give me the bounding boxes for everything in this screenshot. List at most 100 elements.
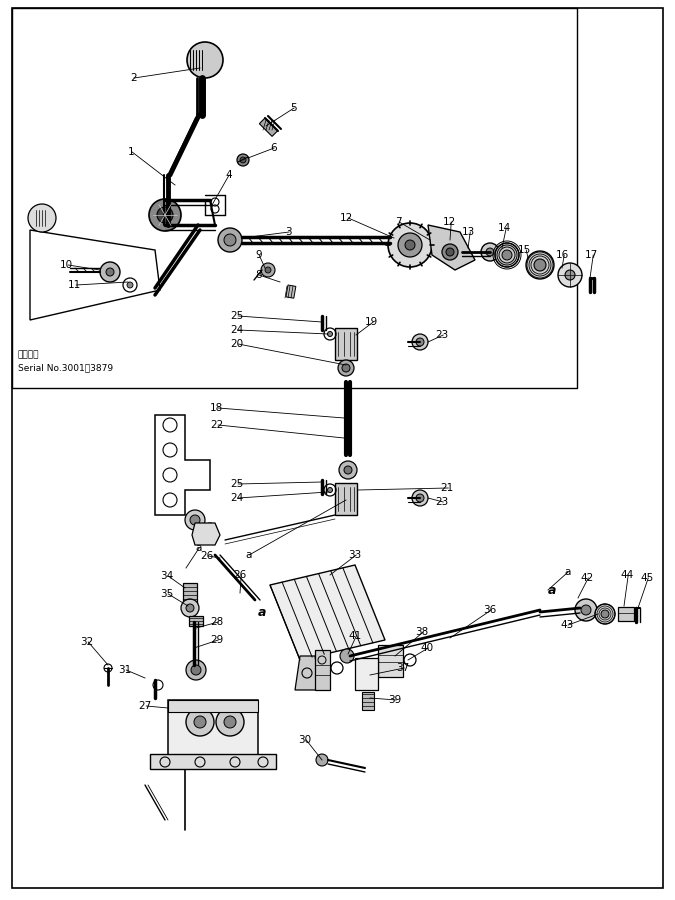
- Circle shape: [190, 515, 200, 525]
- Circle shape: [237, 154, 249, 166]
- Circle shape: [442, 244, 458, 260]
- Text: 17: 17: [585, 250, 598, 260]
- Text: 26: 26: [200, 551, 213, 561]
- Circle shape: [28, 204, 56, 232]
- Text: 2: 2: [130, 73, 136, 83]
- Text: 15: 15: [518, 245, 531, 255]
- Circle shape: [149, 199, 181, 231]
- Text: 26: 26: [233, 570, 246, 580]
- Circle shape: [412, 490, 428, 506]
- Text: a: a: [245, 550, 251, 560]
- Text: 24: 24: [230, 325, 243, 335]
- Bar: [150, 754, 276, 769]
- Circle shape: [342, 364, 350, 372]
- Polygon shape: [192, 523, 220, 545]
- Circle shape: [575, 599, 597, 621]
- Text: 38: 38: [415, 627, 428, 637]
- Text: 3: 3: [285, 227, 292, 237]
- Text: 4: 4: [225, 170, 232, 180]
- Text: 40: 40: [420, 643, 433, 653]
- Circle shape: [265, 267, 271, 273]
- Text: 1: 1: [128, 147, 134, 157]
- Circle shape: [486, 248, 494, 256]
- Text: 29: 29: [210, 635, 223, 645]
- Circle shape: [186, 660, 206, 680]
- Text: 13: 13: [462, 227, 475, 237]
- Bar: [378, 645, 403, 677]
- Circle shape: [446, 248, 454, 256]
- Text: 5: 5: [290, 103, 296, 113]
- Circle shape: [502, 250, 512, 260]
- Text: 16: 16: [556, 250, 569, 260]
- Text: 44: 44: [620, 570, 633, 580]
- Text: 9: 9: [255, 250, 262, 260]
- Text: 25: 25: [230, 311, 243, 321]
- Text: 34: 34: [160, 571, 173, 581]
- Text: 6: 6: [270, 143, 277, 153]
- Text: 10: 10: [60, 260, 73, 270]
- Circle shape: [481, 243, 499, 261]
- Text: a: a: [258, 606, 267, 618]
- Circle shape: [224, 716, 236, 728]
- Circle shape: [344, 466, 352, 474]
- Bar: [362, 692, 374, 710]
- Text: 39: 39: [388, 695, 401, 705]
- Circle shape: [207, 527, 213, 533]
- Circle shape: [416, 338, 424, 346]
- Circle shape: [218, 228, 242, 252]
- Text: 27: 27: [138, 701, 151, 711]
- Circle shape: [416, 494, 424, 502]
- Circle shape: [601, 610, 609, 618]
- Circle shape: [181, 599, 199, 617]
- Text: 41: 41: [348, 631, 361, 641]
- Circle shape: [398, 233, 422, 257]
- Circle shape: [191, 665, 201, 675]
- Circle shape: [100, 262, 120, 282]
- Circle shape: [127, 282, 133, 288]
- Text: a: a: [564, 567, 570, 577]
- Circle shape: [388, 223, 432, 267]
- Polygon shape: [315, 650, 330, 690]
- Text: 37: 37: [396, 663, 409, 673]
- Bar: [286, 285, 296, 298]
- Circle shape: [558, 263, 582, 287]
- Text: 32: 32: [80, 637, 93, 647]
- Circle shape: [106, 268, 114, 276]
- Polygon shape: [355, 658, 378, 690]
- Circle shape: [565, 270, 575, 280]
- Bar: [168, 700, 258, 755]
- Circle shape: [327, 488, 333, 492]
- Text: 8: 8: [255, 270, 262, 280]
- Circle shape: [339, 461, 357, 479]
- Circle shape: [224, 234, 236, 246]
- Text: 適用号機: 適用号機: [18, 350, 40, 359]
- Circle shape: [316, 754, 328, 766]
- Circle shape: [495, 243, 519, 267]
- Text: 35: 35: [160, 589, 173, 599]
- Circle shape: [595, 604, 615, 624]
- Circle shape: [185, 510, 205, 530]
- Circle shape: [412, 334, 428, 350]
- Circle shape: [327, 331, 333, 337]
- Text: 7: 7: [395, 217, 402, 227]
- Text: 12: 12: [443, 217, 456, 227]
- Circle shape: [186, 604, 194, 612]
- Text: 23: 23: [435, 330, 448, 340]
- Text: Serial No.3001～3879: Serial No.3001～3879: [18, 364, 113, 373]
- Text: 25: 25: [230, 479, 243, 489]
- Text: 22: 22: [210, 420, 223, 430]
- Circle shape: [338, 360, 354, 376]
- Text: 14: 14: [498, 223, 511, 233]
- Text: 31: 31: [118, 665, 131, 675]
- Polygon shape: [428, 225, 475, 270]
- Bar: [618, 607, 634, 621]
- Text: 21: 21: [440, 483, 453, 493]
- Text: 30: 30: [298, 735, 311, 745]
- Circle shape: [203, 523, 217, 537]
- Text: 45: 45: [640, 573, 653, 583]
- Circle shape: [216, 708, 244, 736]
- Text: 11: 11: [68, 280, 81, 290]
- Text: 36: 36: [483, 605, 496, 615]
- Text: 28: 28: [210, 617, 223, 627]
- Text: 42: 42: [580, 573, 593, 583]
